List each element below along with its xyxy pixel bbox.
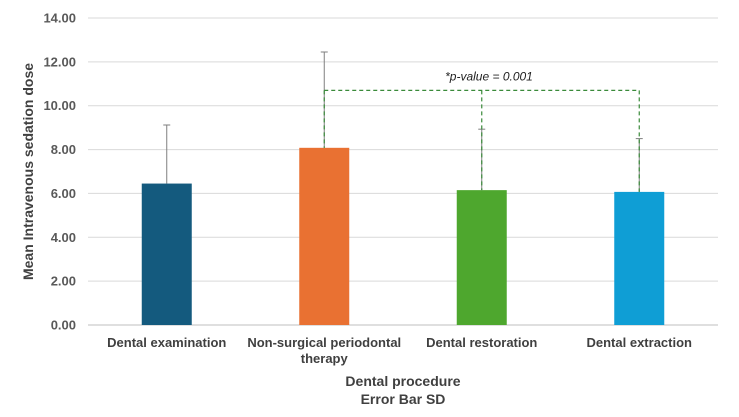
- x-axis-subtitle: Error Bar SD: [361, 391, 446, 407]
- y-tick-label: 6.00: [51, 186, 76, 201]
- p-value-annotation: *p-value = 0.001: [445, 69, 533, 83]
- significance-bracket: *p-value = 0.001: [323, 69, 640, 192]
- bar: [141, 183, 192, 325]
- bar: [614, 191, 665, 325]
- y-tick-label: 14.00: [43, 11, 76, 26]
- y-tick-label: 12.00: [43, 54, 76, 69]
- y-tick-label: 10.00: [43, 98, 76, 113]
- error-bars: [163, 51, 643, 192]
- bars: [141, 147, 665, 325]
- bar: [456, 190, 507, 325]
- y-axis-ticks: 0.00 2.00 4.00 6.00 8.00 10.00 12.00 14.00: [43, 11, 76, 333]
- x-axis-title: Dental procedure: [345, 373, 460, 389]
- gridlines: [88, 17, 718, 326]
- y-tick-label: 4.00: [51, 230, 76, 245]
- y-tick-label: 2.00: [51, 274, 76, 289]
- y-tick-label: 8.00: [51, 142, 76, 157]
- bar: [299, 147, 350, 325]
- y-axis-title: Mean Intravenous sedation dose: [20, 63, 36, 280]
- y-tick-label: 0.00: [51, 318, 76, 333]
- x-category-label: Dental restoration: [426, 335, 537, 350]
- x-axis-categories: Dental examination Non-surgical periodont…: [107, 335, 692, 366]
- x-category-label: Non-surgical periodontal therapy: [247, 335, 401, 366]
- x-category-label: Dental extraction: [587, 335, 693, 350]
- x-category-label: Dental examination: [107, 335, 226, 350]
